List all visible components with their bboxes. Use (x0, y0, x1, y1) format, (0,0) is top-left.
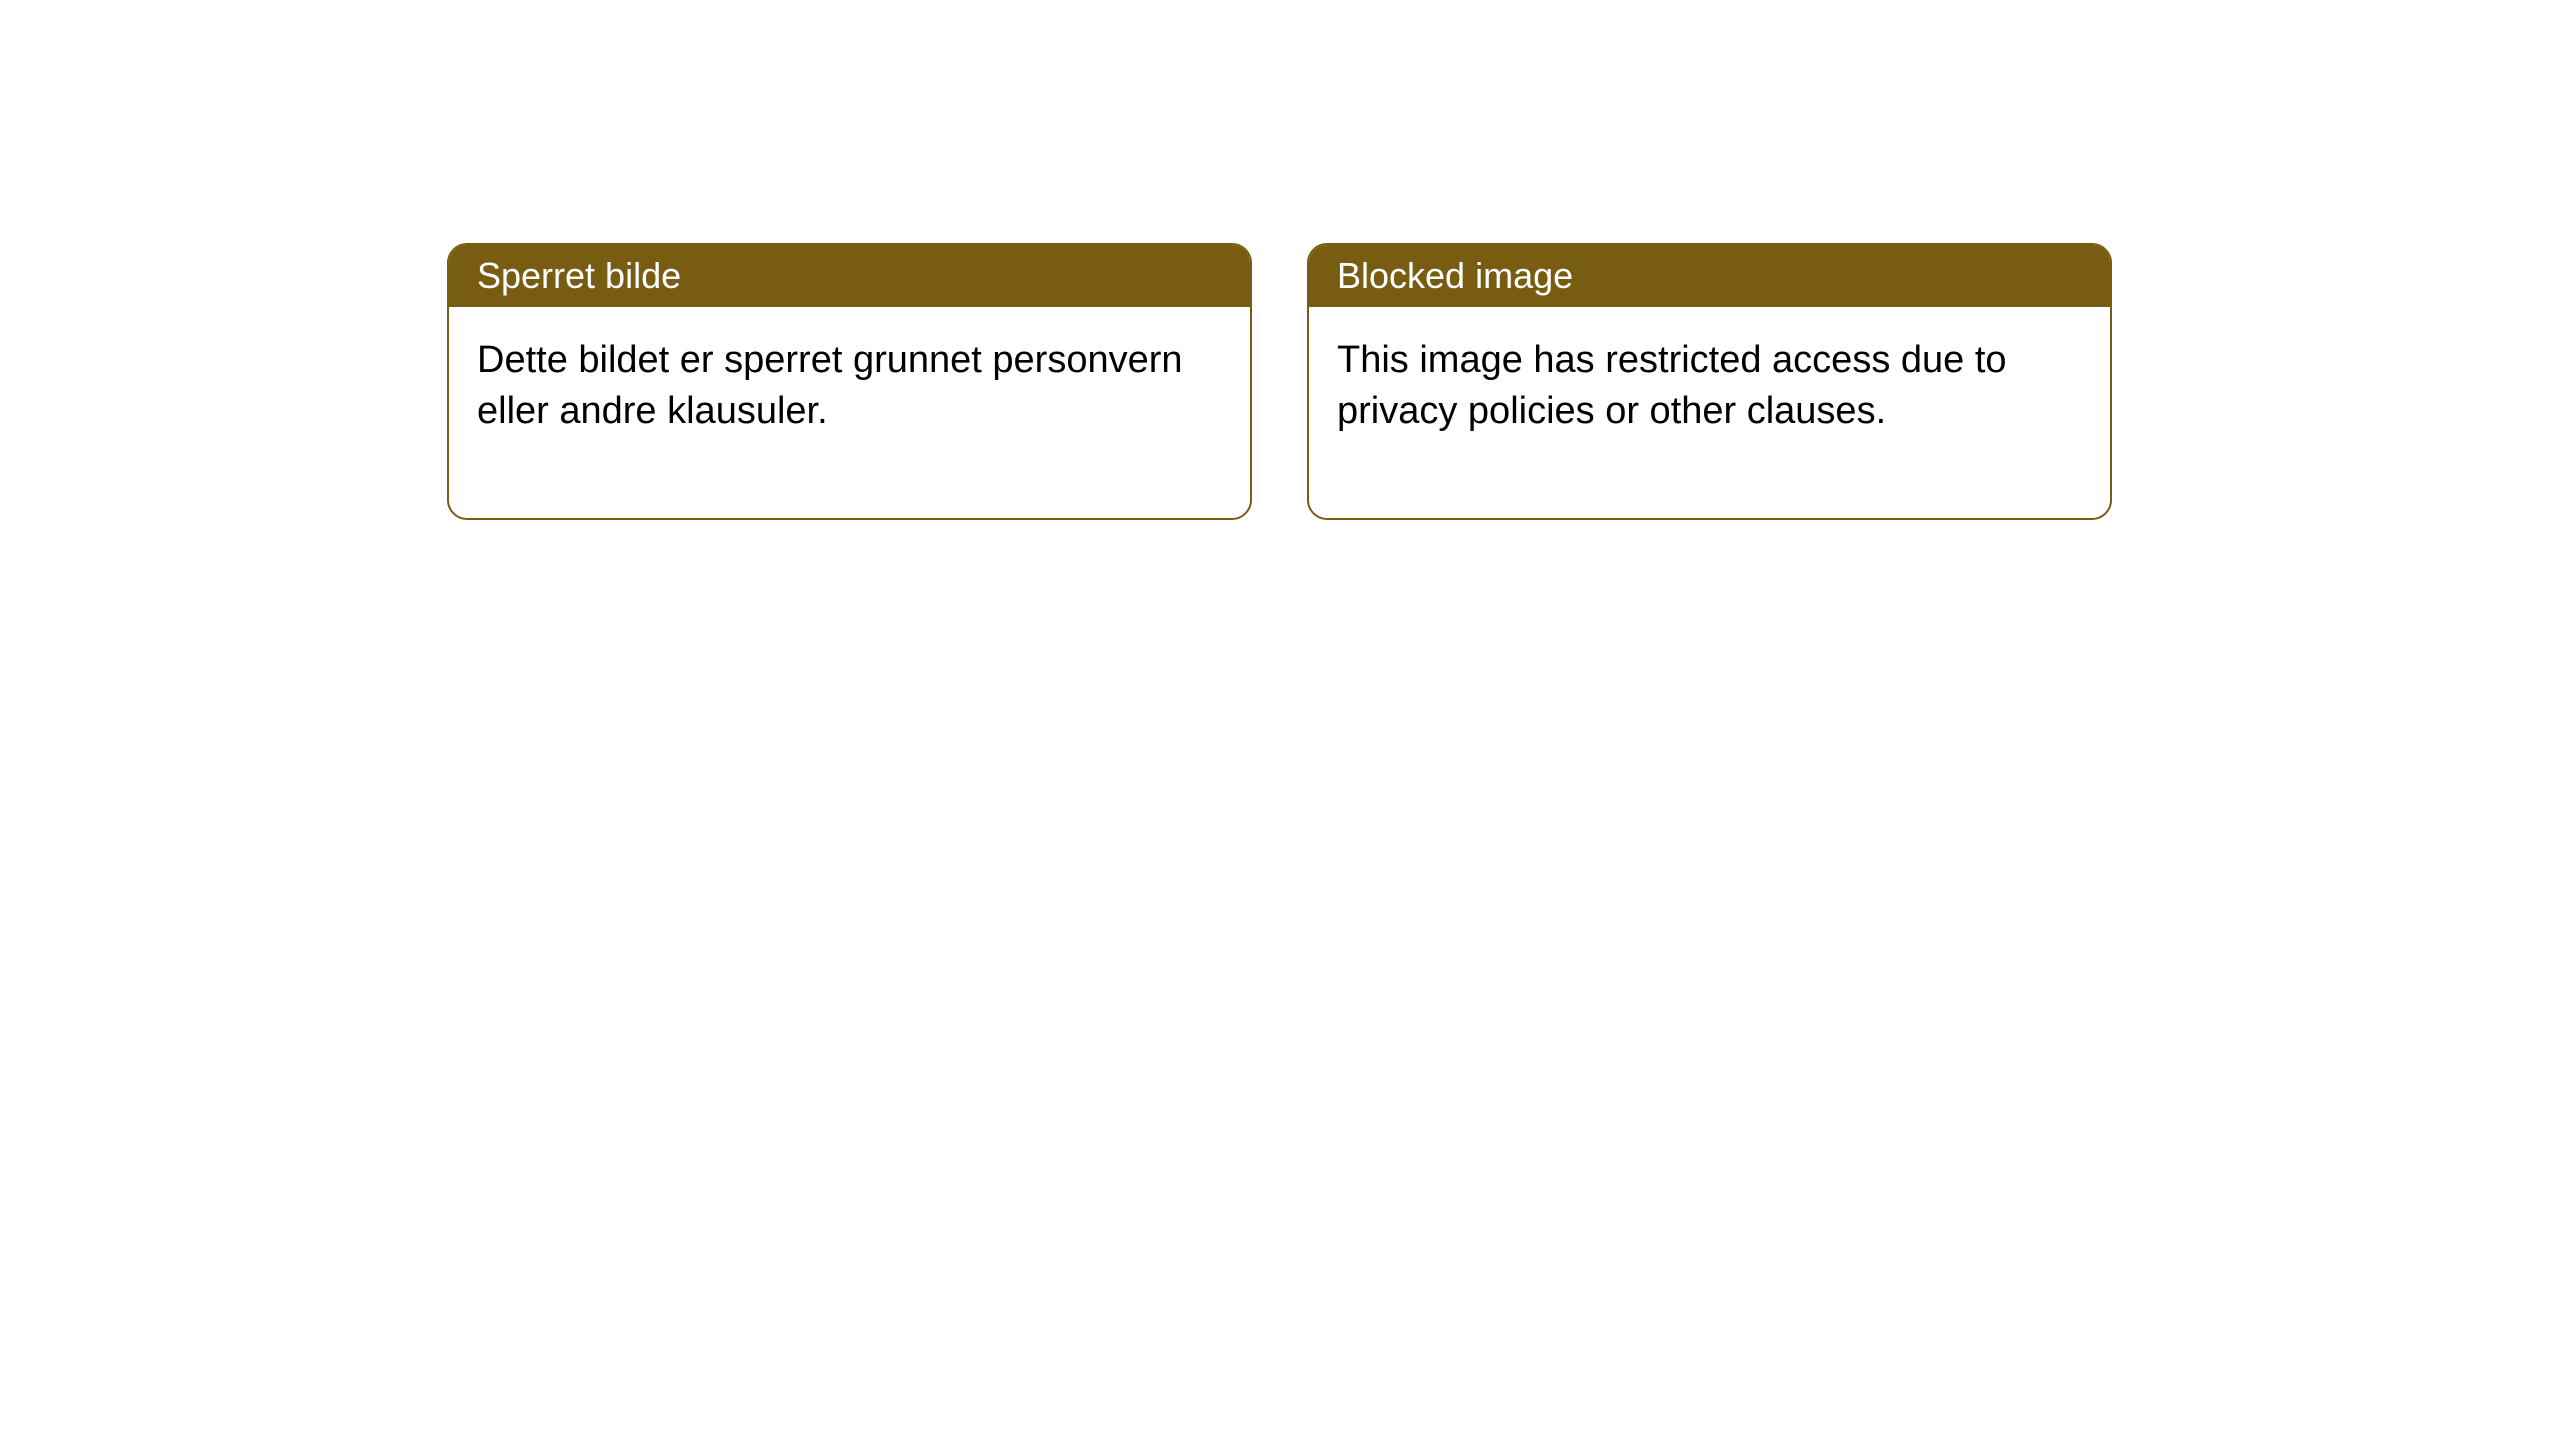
card-body-text: This image has restricted access due to … (1337, 339, 2007, 432)
card-header: Sperret bilde (449, 245, 1250, 307)
notice-card-english: Blocked image This image has restricted … (1307, 243, 2112, 520)
card-body: Dette bildet er sperret grunnet personve… (449, 307, 1250, 518)
card-header: Blocked image (1309, 245, 2110, 307)
notice-card-norwegian: Sperret bilde Dette bildet er sperret gr… (447, 243, 1252, 520)
card-title: Blocked image (1337, 255, 1573, 296)
card-title: Sperret bilde (477, 255, 681, 296)
card-body-text: Dette bildet er sperret grunnet personve… (477, 339, 1183, 432)
notice-container: Sperret bilde Dette bildet er sperret gr… (447, 243, 2112, 520)
card-body: This image has restricted access due to … (1309, 307, 2110, 518)
